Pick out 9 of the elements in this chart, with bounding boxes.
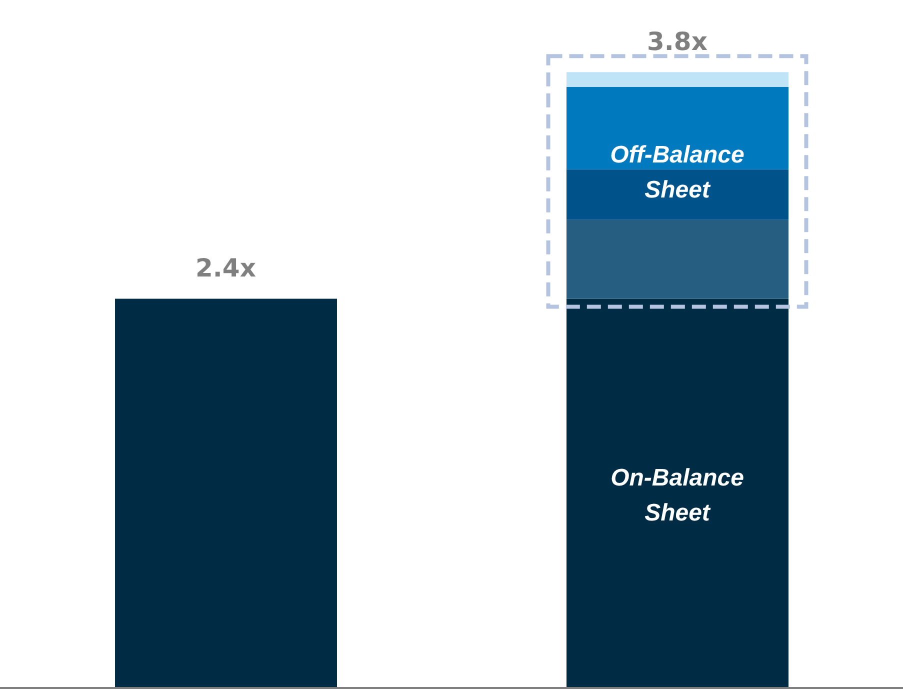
annotation: 2.4x xyxy=(196,254,256,283)
bar xyxy=(566,86,788,170)
annotation: Off-Balance Sheet xyxy=(610,141,744,204)
text: 3.8x xyxy=(647,27,708,56)
bar xyxy=(566,72,788,87)
annotation: On-Balance Sheet xyxy=(610,464,744,526)
bar xyxy=(566,220,788,299)
bar xyxy=(566,169,788,220)
bar xyxy=(115,298,337,688)
